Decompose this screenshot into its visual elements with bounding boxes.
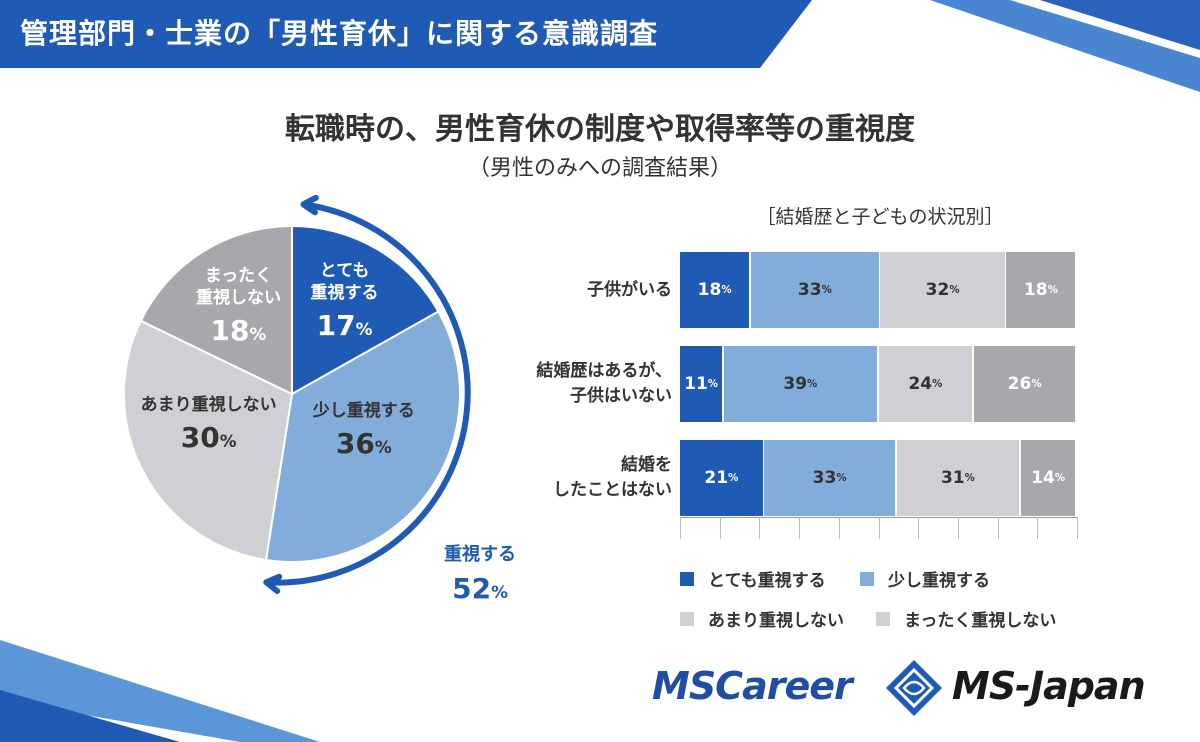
pie-label-line1: 少し重視する [312, 400, 415, 421]
pie-slice-not-much [123, 319, 294, 562]
pie-label-1: とても 重視する 17% [265, 260, 425, 345]
bar-seg-somewhat: 33% [750, 252, 879, 328]
header-banner [0, 0, 812, 68]
bar-seg-not-at-all: 26% [973, 346, 1076, 422]
emphasis-total: 重視する 52% [420, 540, 540, 605]
bar-axis-tick [957, 517, 959, 539]
bar-seg-very: 11% [680, 346, 723, 422]
emphasis-arrow-end-icon [263, 573, 283, 595]
bar-seg-not-much: 24% [878, 346, 973, 422]
bar-seg-somewhat: 33% [764, 440, 896, 516]
legend-item: とても重視する [680, 566, 826, 591]
bar-seg-not-much: 31% [896, 440, 1020, 516]
bar-axis-tick [799, 517, 801, 539]
mscareer-logo: MSCareer [652, 664, 853, 708]
pie-label-line2: 重視する [310, 283, 379, 304]
corner-stripe-bottom-left-2 [0, 690, 180, 742]
bar-chart-heading: ［結婚歴と子どもの状況別］ [756, 206, 1004, 228]
legend-swatch [680, 611, 694, 626]
bar-seg-somewhat: 39% [723, 346, 877, 422]
bar-axis-tick [1037, 517, 1039, 539]
emphasis-total-label: 重視する [444, 544, 516, 565]
pie-value: 36% [335, 426, 392, 460]
legend-swatch [860, 571, 874, 586]
bar-seg-not-much: 32% [880, 252, 1005, 328]
corner-stripe-bottom-left [0, 640, 320, 742]
pie-value: 17% [316, 309, 373, 343]
legend-label: あまり重視しない [708, 611, 844, 631]
pie-label-line1: あまり重視しない [140, 394, 277, 415]
bar-row-label: 結婚歴はあるが、 子供はいない [536, 361, 672, 406]
pie-label-2: 少し重視する 36% [284, 400, 444, 462]
pie-label-3: あまり重視しない 30% [129, 394, 289, 456]
pie-slice-not-at-all [139, 224, 293, 396]
legend-label: まったく重視しない [904, 611, 1057, 631]
bar-axis-tick [838, 517, 840, 539]
chart-title: 転職時の、男性育休の制度や取得率等の重視度 [285, 112, 915, 147]
bar-row-label: 子供がいる [587, 279, 672, 300]
corner-stripe-top-right-2 [1040, 0, 1200, 50]
legend-item: まったく重視しない [876, 606, 1056, 631]
legend-label: 少し重視する [888, 571, 990, 591]
emphasis-arc [266, 201, 471, 586]
bar-seg-very: 18% [680, 252, 750, 328]
pie-label-line1: まったく [204, 265, 273, 286]
bar-axis-tick [997, 517, 999, 539]
bar-axis-tick [680, 517, 681, 539]
bar-seg-not-at-all: 14% [1020, 440, 1076, 516]
pie-value: 30% [180, 420, 237, 454]
bar-axis-tick [719, 517, 721, 539]
pie-label-line1: とても [319, 261, 370, 282]
corner-stripe-top-right [930, 0, 1200, 92]
header-title: 管理部門・士業の「男性育休」に関する意識調査 [20, 17, 659, 50]
bar-axis-tick [1077, 517, 1078, 539]
legend-item: 少し重視する [860, 566, 990, 591]
bar-axis-tick [759, 517, 761, 539]
legend-label: とても重視する [708, 571, 826, 591]
emphasis-total-value: 52% [452, 572, 508, 605]
pie-chart [123, 194, 471, 595]
bar-seg-very: 21% [680, 440, 763, 516]
pie-slice-very [291, 224, 440, 396]
chart-subtitle: （男性のみへの調査結果） [467, 156, 732, 181]
bar-seg-not-at-all: 18% [1006, 252, 1076, 328]
bar-row-label: 結婚を したことはない [553, 455, 672, 500]
pie-label-line2: 重視しない [195, 287, 281, 308]
pie-slice-somewhat [264, 310, 461, 563]
bar-axis-tick [878, 517, 880, 539]
ms-japan-diamond-icon [886, 660, 942, 716]
bar-axis-tick [918, 517, 920, 539]
emphasis-arrow-start-icon [300, 194, 319, 216]
ms-japan-logo: MS-Japan [952, 664, 1146, 708]
pie-value: 18% [210, 313, 267, 347]
legend-swatch [876, 611, 890, 626]
pie-label-4: まったく 重視しない 18% [158, 265, 318, 350]
legend-item: あまり重視しない [680, 606, 844, 631]
legend-swatch [680, 571, 694, 586]
